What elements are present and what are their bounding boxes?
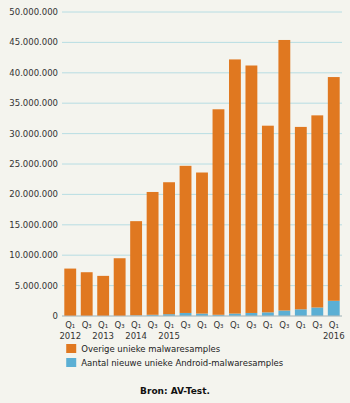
bar-segment xyxy=(278,311,290,316)
x-tick-line: Q₃ xyxy=(213,320,223,330)
x-tick-line: Q₃ xyxy=(312,320,322,330)
x-tick-label: Q₁2016 xyxy=(323,320,345,341)
source-label: Bron: AV-Test. xyxy=(140,386,210,396)
x-tick-label: Q₃ xyxy=(246,320,256,330)
y-tick-label: 25.000.000 xyxy=(9,159,58,169)
y-tick-label: 10.000.000 xyxy=(9,250,58,260)
bar-segment xyxy=(196,173,208,314)
legend-item: Overige unieke malwaresamples xyxy=(66,344,221,354)
x-tick-label: Q₁2014 xyxy=(125,320,147,341)
y-tick-label: 15.000.000 xyxy=(9,220,58,230)
bar-segment xyxy=(245,66,257,313)
x-tick-label: Q₃ xyxy=(312,320,322,330)
bar-segment xyxy=(64,269,76,316)
bar-segment xyxy=(81,272,93,316)
bar-segment xyxy=(278,40,290,311)
y-tick-label: 45.000.000 xyxy=(9,37,58,47)
y-tick-label: 50.000.000 xyxy=(9,7,58,17)
legend-item: Aantal nieuwe unieke Android-malwaresamp… xyxy=(66,358,284,368)
x-tick-line: Q₁ xyxy=(98,320,108,330)
x-tick-label: Q₃ xyxy=(148,320,158,330)
y-tick-label: 40.000.000 xyxy=(9,68,58,78)
bar-segment xyxy=(163,182,175,314)
y-tick-label: 5.000.000 xyxy=(15,281,58,291)
bar-segment xyxy=(295,127,307,309)
x-tick-label: Q₁ xyxy=(197,320,207,330)
legend-swatch xyxy=(66,358,76,367)
grid xyxy=(62,12,342,316)
x-tick-label: Q₃ xyxy=(180,320,190,330)
x-tick-line: Q₁ xyxy=(296,320,306,330)
x-tick-line: Q₁ xyxy=(164,320,174,330)
y-tick-label: 20.000.000 xyxy=(9,189,58,199)
x-tick-line: 2013 xyxy=(92,331,114,341)
y-axis: 0 5.000.000 10.000.000 15.000.000 20.000.000… xyxy=(9,7,58,321)
x-tick-label: Q₁ xyxy=(263,320,273,330)
x-tick-line: Q₃ xyxy=(82,320,92,330)
x-tick-label: Q₁2013 xyxy=(92,320,114,341)
x-tick-label: Q₁2015 xyxy=(158,320,180,341)
bar-segment xyxy=(262,126,274,313)
grid-line xyxy=(62,12,342,13)
x-tick-line: Q₃ xyxy=(148,320,158,330)
grid-line xyxy=(62,42,342,43)
bar-segment xyxy=(114,258,126,316)
grid-line xyxy=(62,316,342,317)
x-tick-line: Q₃ xyxy=(279,320,289,330)
bar-segment xyxy=(328,301,340,316)
bars xyxy=(64,40,339,316)
grid-line xyxy=(62,103,342,104)
x-tick-line: Q₃ xyxy=(180,320,190,330)
bar-segment xyxy=(130,221,142,315)
x-tick-line: 2016 xyxy=(323,331,345,341)
bar-segment xyxy=(180,166,192,313)
legend: Overige unieke malwaresamples Aantal nieu… xyxy=(66,344,284,368)
x-tick-line: 2014 xyxy=(125,331,147,341)
bar-segment xyxy=(213,109,225,315)
bar-segment xyxy=(97,276,109,316)
bar-segment xyxy=(295,309,307,316)
x-tick-line: Q₁ xyxy=(329,320,339,330)
x-tick-line: Q₃ xyxy=(246,320,256,330)
x-tick-line: Q₁ xyxy=(197,320,207,330)
background xyxy=(0,0,350,403)
legend-swatch xyxy=(66,344,76,353)
bar-segment xyxy=(311,307,323,316)
x-tick-line: 2015 xyxy=(158,331,180,341)
bar-segment xyxy=(262,312,274,316)
chart: 0 5.000.000 10.000.000 15.000.000 20.000.000… xyxy=(0,0,350,403)
x-tick-label: Q₁2012 xyxy=(59,320,81,341)
x-axis: Q₁2012Q₃Q₁2013Q₃Q₁2014Q₃Q₁2015Q₃Q₁Q₃Q₁Q₃… xyxy=(59,320,344,341)
x-tick-label: Q₁ xyxy=(296,320,306,330)
bar-segment xyxy=(328,77,340,301)
x-tick-line: Q₃ xyxy=(115,320,125,330)
x-tick-label: Q₃ xyxy=(115,320,125,330)
x-tick-label: Q₁ xyxy=(230,320,240,330)
x-axis-line xyxy=(62,316,342,317)
y-tick-label: 0 xyxy=(53,311,58,321)
x-tick-line: 2012 xyxy=(59,331,81,341)
x-tick-label: Q₃ xyxy=(213,320,223,330)
bar-segment xyxy=(147,192,159,315)
x-tick-label: Q₃ xyxy=(82,320,92,330)
x-tick-line: Q₁ xyxy=(230,320,240,330)
bar-segment xyxy=(311,115,323,307)
x-tick-line: Q₁ xyxy=(65,320,75,330)
legend-label: Aantal nieuwe unieke Android-malwaresamp… xyxy=(81,358,284,368)
x-tick-line: Q₁ xyxy=(263,320,273,330)
y-tick-label: 30.000.000 xyxy=(9,129,58,139)
x-tick-label: Q₃ xyxy=(279,320,289,330)
grid-line xyxy=(62,72,342,73)
bar-segment xyxy=(229,59,241,313)
y-tick-label: 35.000.000 xyxy=(9,98,58,108)
legend-label: Overige unieke malwaresamples xyxy=(81,344,221,354)
x-tick-line: Q₁ xyxy=(131,320,141,330)
